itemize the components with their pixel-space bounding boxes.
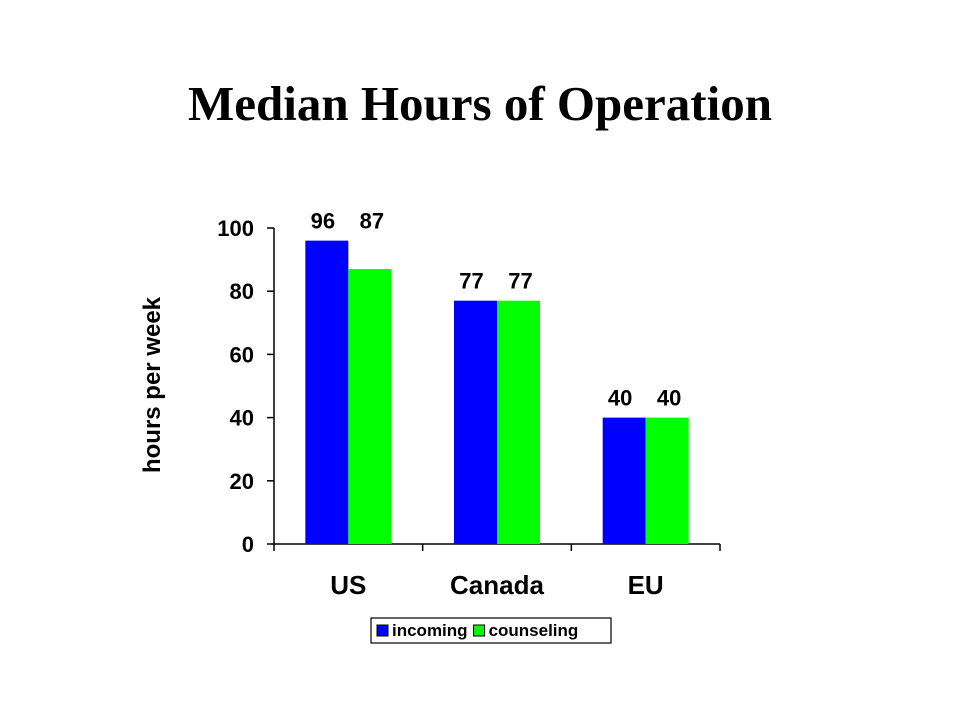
data-label-counseling-us: 87 [360, 209, 384, 234]
data-label-counseling-eu: 40 [657, 386, 681, 411]
data-label-incoming-canada: 77 [459, 269, 483, 294]
data-label-incoming-eu: 40 [608, 386, 632, 411]
x-category-label: Canada [450, 570, 544, 600]
y-tick-label: 80 [230, 279, 254, 304]
y-axis-title: hours per week [139, 296, 166, 473]
data-label-incoming-us: 96 [311, 209, 335, 234]
bar-counseling-us [348, 269, 392, 544]
slide-title: Median Hours of Operation [188, 76, 772, 131]
x-category-label: EU [628, 570, 664, 600]
legend: incoming counseling [370, 617, 612, 644]
bar-incoming-us [305, 240, 349, 544]
x-category-label: US [330, 570, 366, 600]
axes: 0 20 40 60 80 100 US Canada EU [217, 216, 721, 600]
legend-swatch-counseling [473, 624, 486, 637]
y-tick-label: 60 [230, 342, 254, 367]
bar-incoming-eu [602, 417, 646, 544]
y-axis-title-group: hours per week [139, 296, 166, 473]
bar-incoming-canada [454, 300, 497, 544]
bars [305, 240, 689, 544]
bar-counseling-canada [497, 300, 540, 544]
y-tick-label: 100 [217, 216, 254, 241]
data-labels: 96 87 77 77 40 40 [311, 209, 682, 411]
legend-swatch-incoming [376, 624, 389, 637]
legend-label-incoming: incoming [392, 621, 468, 640]
bar-counseling-eu [645, 417, 689, 544]
y-tick-label: 40 [230, 406, 254, 431]
legend-box [370, 617, 612, 644]
data-label-counseling-canada: 77 [508, 269, 532, 294]
y-tick-label: 20 [230, 469, 254, 494]
y-tick-label: 0 [242, 532, 254, 557]
legend-label-counseling: counseling [489, 621, 579, 640]
